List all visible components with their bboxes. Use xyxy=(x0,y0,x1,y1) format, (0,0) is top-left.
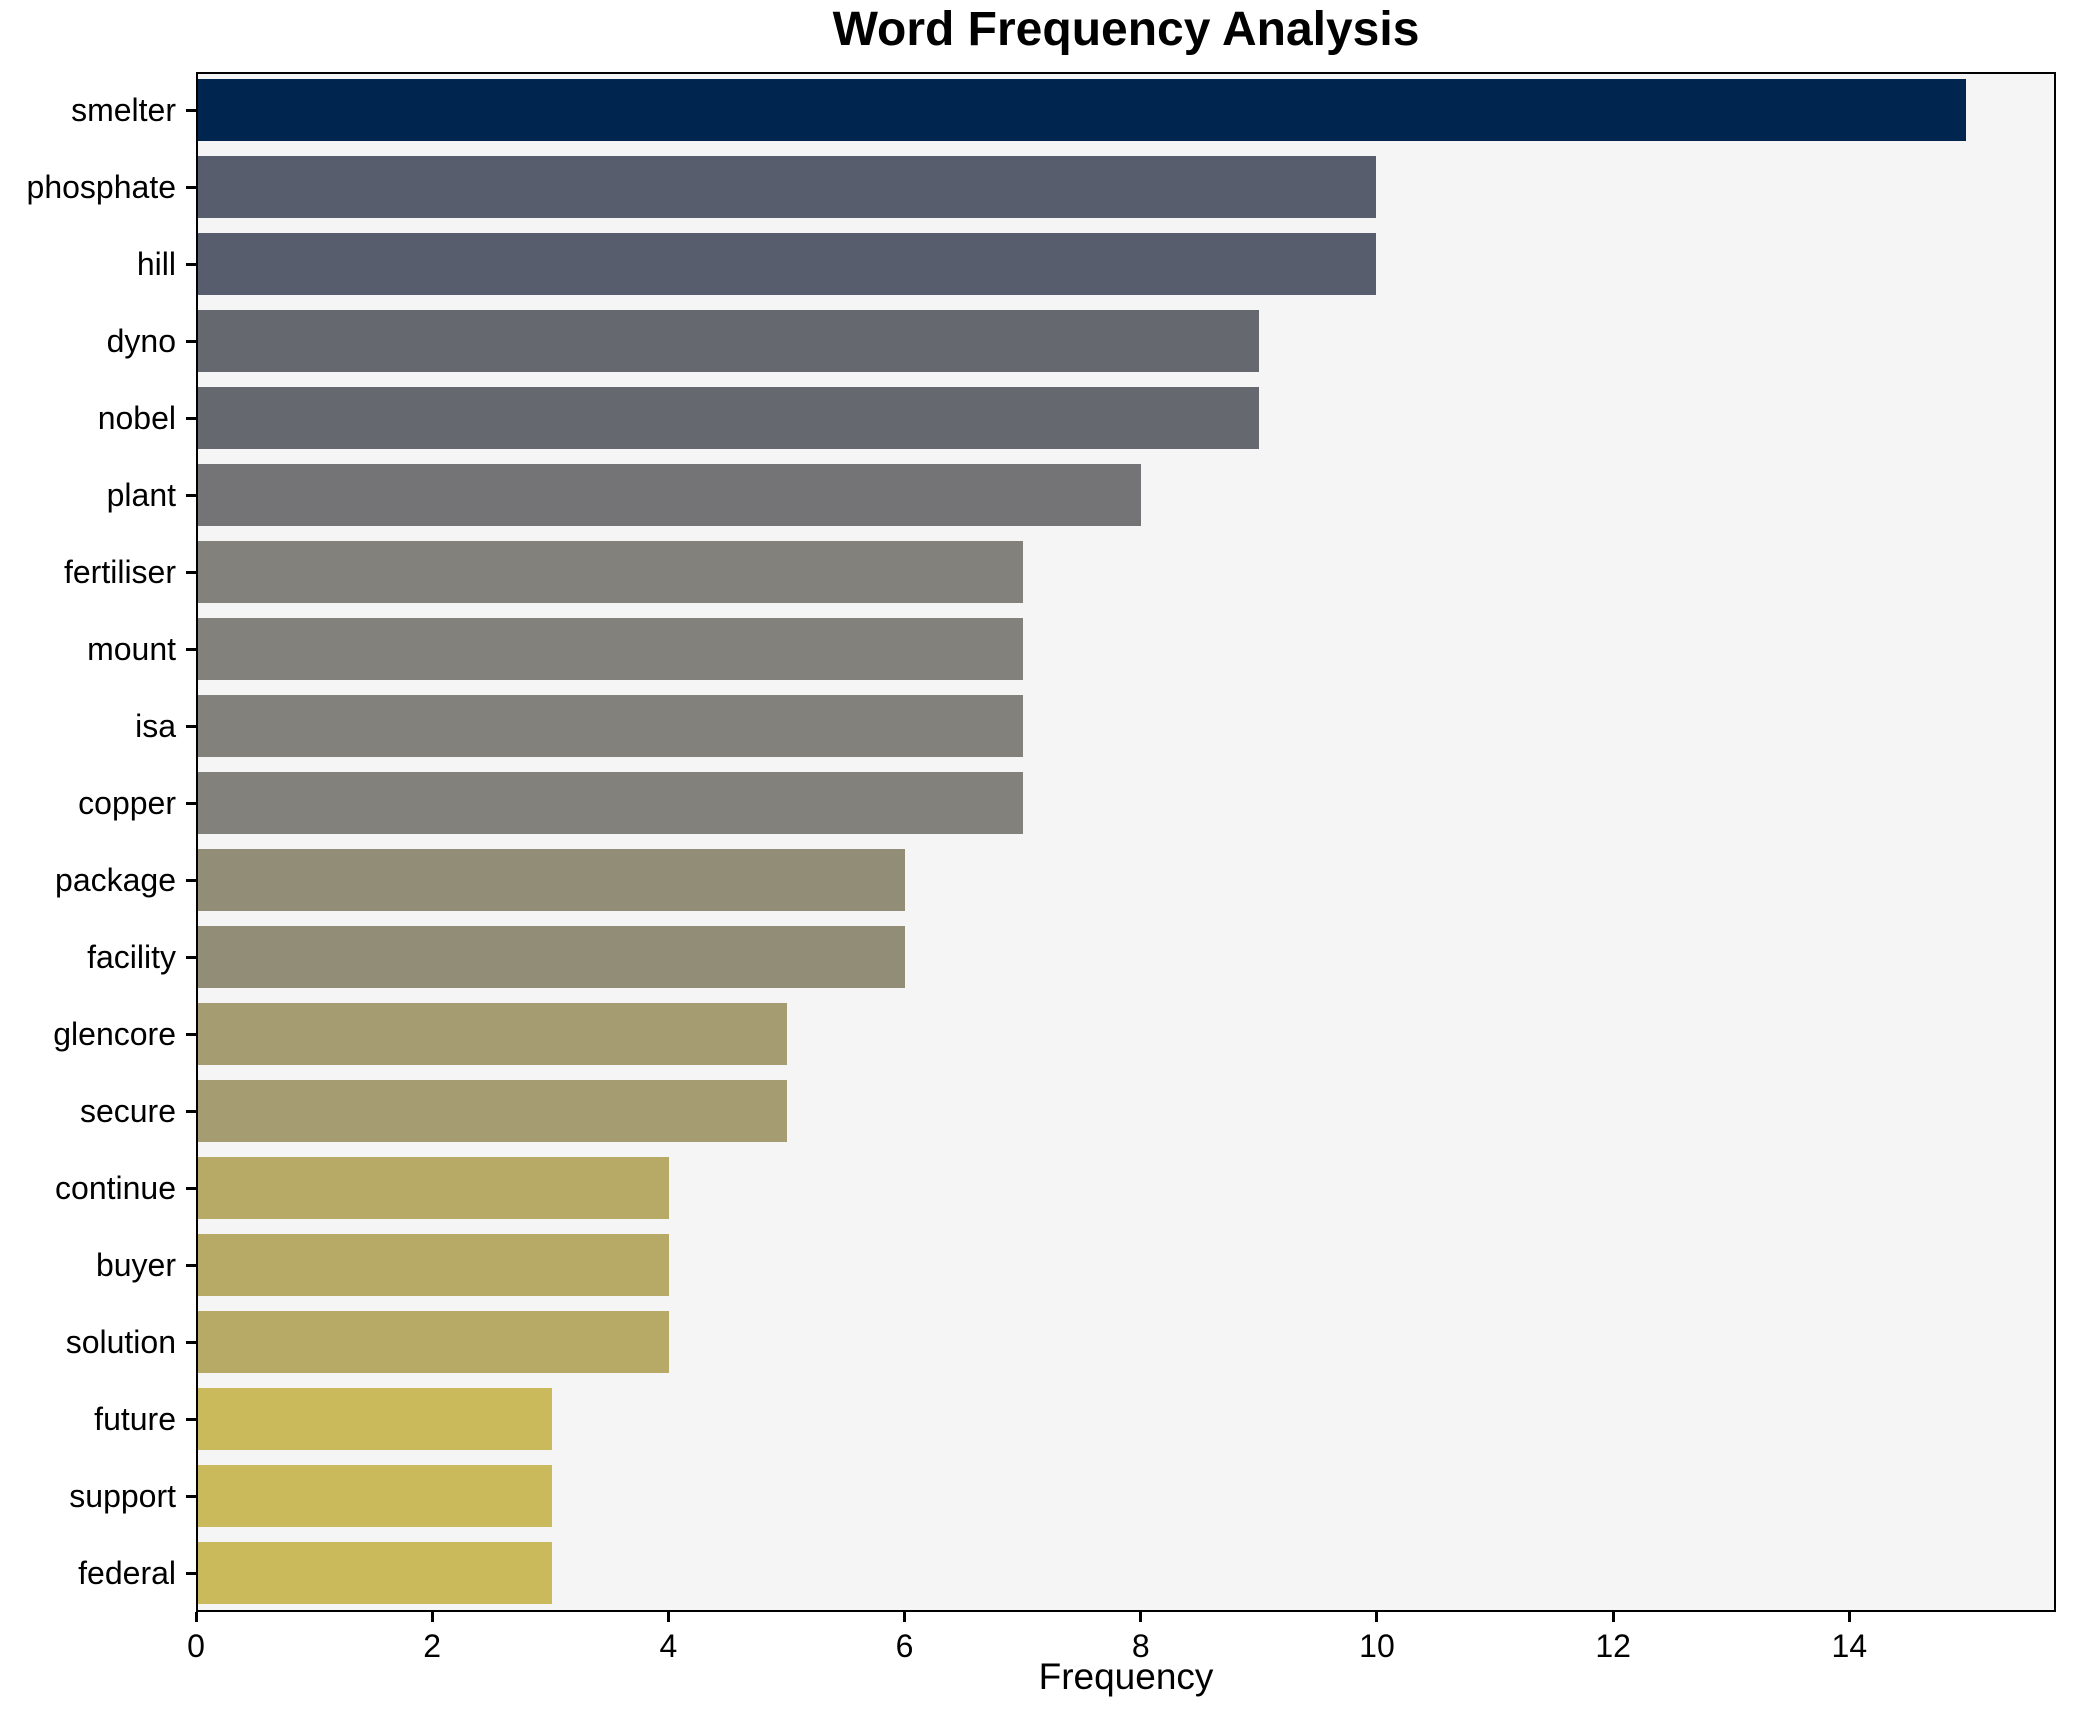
y-tick-mark xyxy=(186,1187,196,1190)
y-tick-mark xyxy=(186,1572,196,1575)
x-tick-mark xyxy=(1611,1612,1615,1622)
x-tick-label-10: 10 xyxy=(1359,1628,1395,1664)
y-tick-label-isa: isa xyxy=(135,708,176,744)
x-tick-label-12: 12 xyxy=(1595,1628,1631,1664)
x-axis-label: Frequency xyxy=(1038,1656,1214,1697)
bar-nobel xyxy=(198,387,1259,449)
y-tick-label-dyno: dyno xyxy=(106,323,176,359)
y-tick-label-smelter: smelter xyxy=(71,92,176,128)
y-tick-label-solution: solution xyxy=(65,1324,176,1360)
y-tick-mark xyxy=(186,1264,196,1267)
x-tick-label-8: 8 xyxy=(1131,1628,1150,1664)
bar-smelter xyxy=(198,79,1966,141)
chart-title: Word Frequency Analysis xyxy=(832,3,1420,56)
y-tick-mark xyxy=(186,263,196,266)
x-tick-mark xyxy=(194,1612,198,1622)
x-tick-label-4: 4 xyxy=(659,1628,678,1664)
x-tick-label-6: 6 xyxy=(895,1628,914,1664)
y-tick-mark xyxy=(186,879,196,882)
y-tick-label-hill: hill xyxy=(136,246,176,282)
bar-copper xyxy=(198,772,1023,834)
bar-phosphate xyxy=(198,156,1377,218)
bar-secure xyxy=(198,1080,788,1142)
y-tick-mark xyxy=(186,956,196,959)
y-tick-mark xyxy=(186,1341,196,1344)
y-tick-label-nobel: nobel xyxy=(97,400,176,436)
bar-solution xyxy=(198,1311,670,1373)
bar-isa xyxy=(198,695,1023,757)
y-tick-mark xyxy=(186,1495,196,1498)
y-tick-label-buyer: buyer xyxy=(95,1247,176,1283)
x-tick-label-0: 0 xyxy=(187,1628,205,1664)
y-tick-label-support: support xyxy=(69,1478,176,1514)
y-tick-mark xyxy=(186,1418,196,1421)
bar-continue xyxy=(198,1157,670,1219)
y-tick-mark xyxy=(186,340,196,343)
y-tick-mark xyxy=(186,417,196,420)
bar-federal xyxy=(198,1542,552,1604)
y-tick-label-mount: mount xyxy=(87,631,176,667)
bar-fertiliser xyxy=(198,541,1023,603)
x-tick-mark xyxy=(666,1612,670,1622)
bar-support xyxy=(198,1465,552,1527)
bar-dyno xyxy=(198,310,1259,372)
x-tick-mark xyxy=(1847,1612,1851,1622)
y-tick-label-facility: facility xyxy=(87,939,176,975)
y-tick-label-secure: secure xyxy=(79,1093,176,1129)
y-tick-mark xyxy=(186,109,196,112)
y-tick-mark xyxy=(186,494,196,497)
bar-glencore xyxy=(198,1003,788,1065)
bar-hill xyxy=(198,233,1377,295)
bar-buyer xyxy=(198,1234,670,1296)
x-tick-mark xyxy=(1375,1612,1379,1622)
x-tick-mark xyxy=(903,1612,907,1622)
bar-facility xyxy=(198,926,906,988)
y-tick-mark xyxy=(186,186,196,189)
bar-mount xyxy=(198,618,1023,680)
y-tick-mark xyxy=(186,571,196,574)
y-tick-mark xyxy=(186,725,196,728)
y-tick-label-federal: federal xyxy=(78,1555,176,1591)
y-tick-label-future: future xyxy=(94,1401,176,1437)
y-tick-label-plant: plant xyxy=(106,477,176,513)
y-tick-label-fertiliser: fertiliser xyxy=(63,554,176,590)
y-tick-mark xyxy=(186,1033,196,1036)
x-tick-label-14: 14 xyxy=(1831,1628,1868,1664)
y-tick-mark xyxy=(186,1110,196,1113)
bar-plant xyxy=(198,464,1141,526)
y-tick-label-phosphate: phosphate xyxy=(26,169,176,205)
plot-area xyxy=(196,72,2056,1612)
x-tick-mark xyxy=(430,1612,434,1622)
y-tick-mark xyxy=(186,802,196,805)
bar-future xyxy=(198,1388,552,1450)
y-tick-label-glencore: glencore xyxy=(53,1016,176,1052)
bar-package xyxy=(198,849,906,911)
y-tick-label-continue: continue xyxy=(55,1170,176,1206)
x-tick-label-2: 2 xyxy=(423,1628,442,1664)
y-tick-mark xyxy=(186,648,196,651)
y-tick-label-copper: copper xyxy=(78,785,176,821)
y-tick-label-package: package xyxy=(55,862,176,898)
x-tick-mark xyxy=(1139,1612,1143,1622)
